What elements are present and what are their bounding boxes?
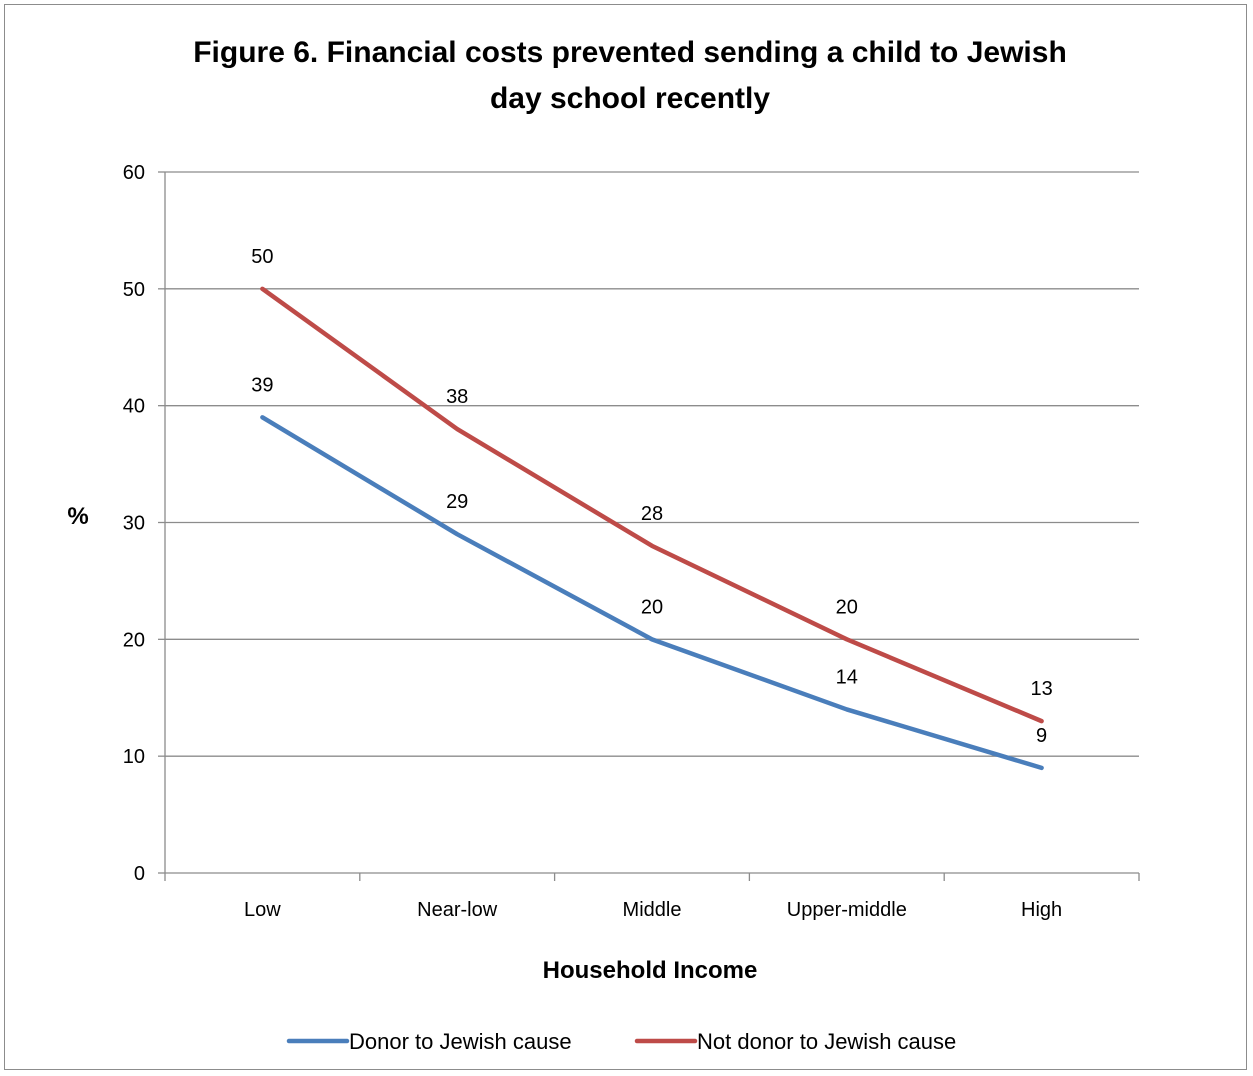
data-label: 29 — [446, 491, 468, 513]
y-tick-label: 40 — [123, 396, 145, 418]
y-tick-label: 50 — [123, 279, 145, 301]
data-label: 13 — [1030, 678, 1052, 700]
series-line-2 — [260, 286, 1044, 724]
y-tick-label: 30 — [123, 513, 145, 535]
chart-frame — [4, 4, 1247, 1070]
data-label: 20 — [836, 596, 858, 618]
data-label: 50 — [251, 246, 273, 268]
legend: Donor to Jewish cause Not donor to Jewish… — [286, 1029, 956, 1054]
chart-title: Figure 6. Financial costs prevented send… — [80, 30, 1180, 122]
data-label: 38 — [446, 386, 468, 408]
axes: 0 10 20 30 40 50 60 Low Near-low Middle Upper-midd… — [123, 162, 1140, 921]
legend-label-2: Not donor to Jewish cause — [697, 1029, 956, 1054]
data-label: 28 — [641, 503, 663, 525]
data-label: 9 — [1036, 725, 1047, 747]
series-lines — [260, 286, 1044, 771]
x-axis-title: Household Income — [543, 957, 758, 984]
x-tick-label: Middle — [623, 899, 682, 921]
y-tick-label: 0 — [134, 863, 145, 885]
x-tick-label: Upper-middle — [787, 899, 907, 921]
y-tick-label: 10 — [123, 746, 145, 768]
y-tick-label: 20 — [123, 629, 145, 651]
data-label: 39 — [251, 374, 273, 396]
legend-label-1: Donor to Jewish cause — [349, 1029, 572, 1054]
x-tick-label: Near-low — [417, 899, 498, 921]
x-tick-label: High — [1021, 899, 1062, 921]
y-tick-label: 60 — [123, 162, 145, 184]
series-line-1 — [260, 415, 1044, 771]
gridlines — [165, 171, 1139, 757]
data-label: 20 — [641, 596, 663, 618]
chart-title-line-1: Figure 6. Financial costs prevented send… — [193, 36, 1067, 69]
data-labels: 39 29 20 14 9 50 38 28 20 13 — [251, 246, 1052, 747]
x-tick-label: Low — [244, 899, 281, 921]
chart-title-line-2: day school recently — [489, 82, 771, 115]
data-label: 14 — [836, 666, 858, 688]
y-axis-title: % — [67, 503, 88, 530]
